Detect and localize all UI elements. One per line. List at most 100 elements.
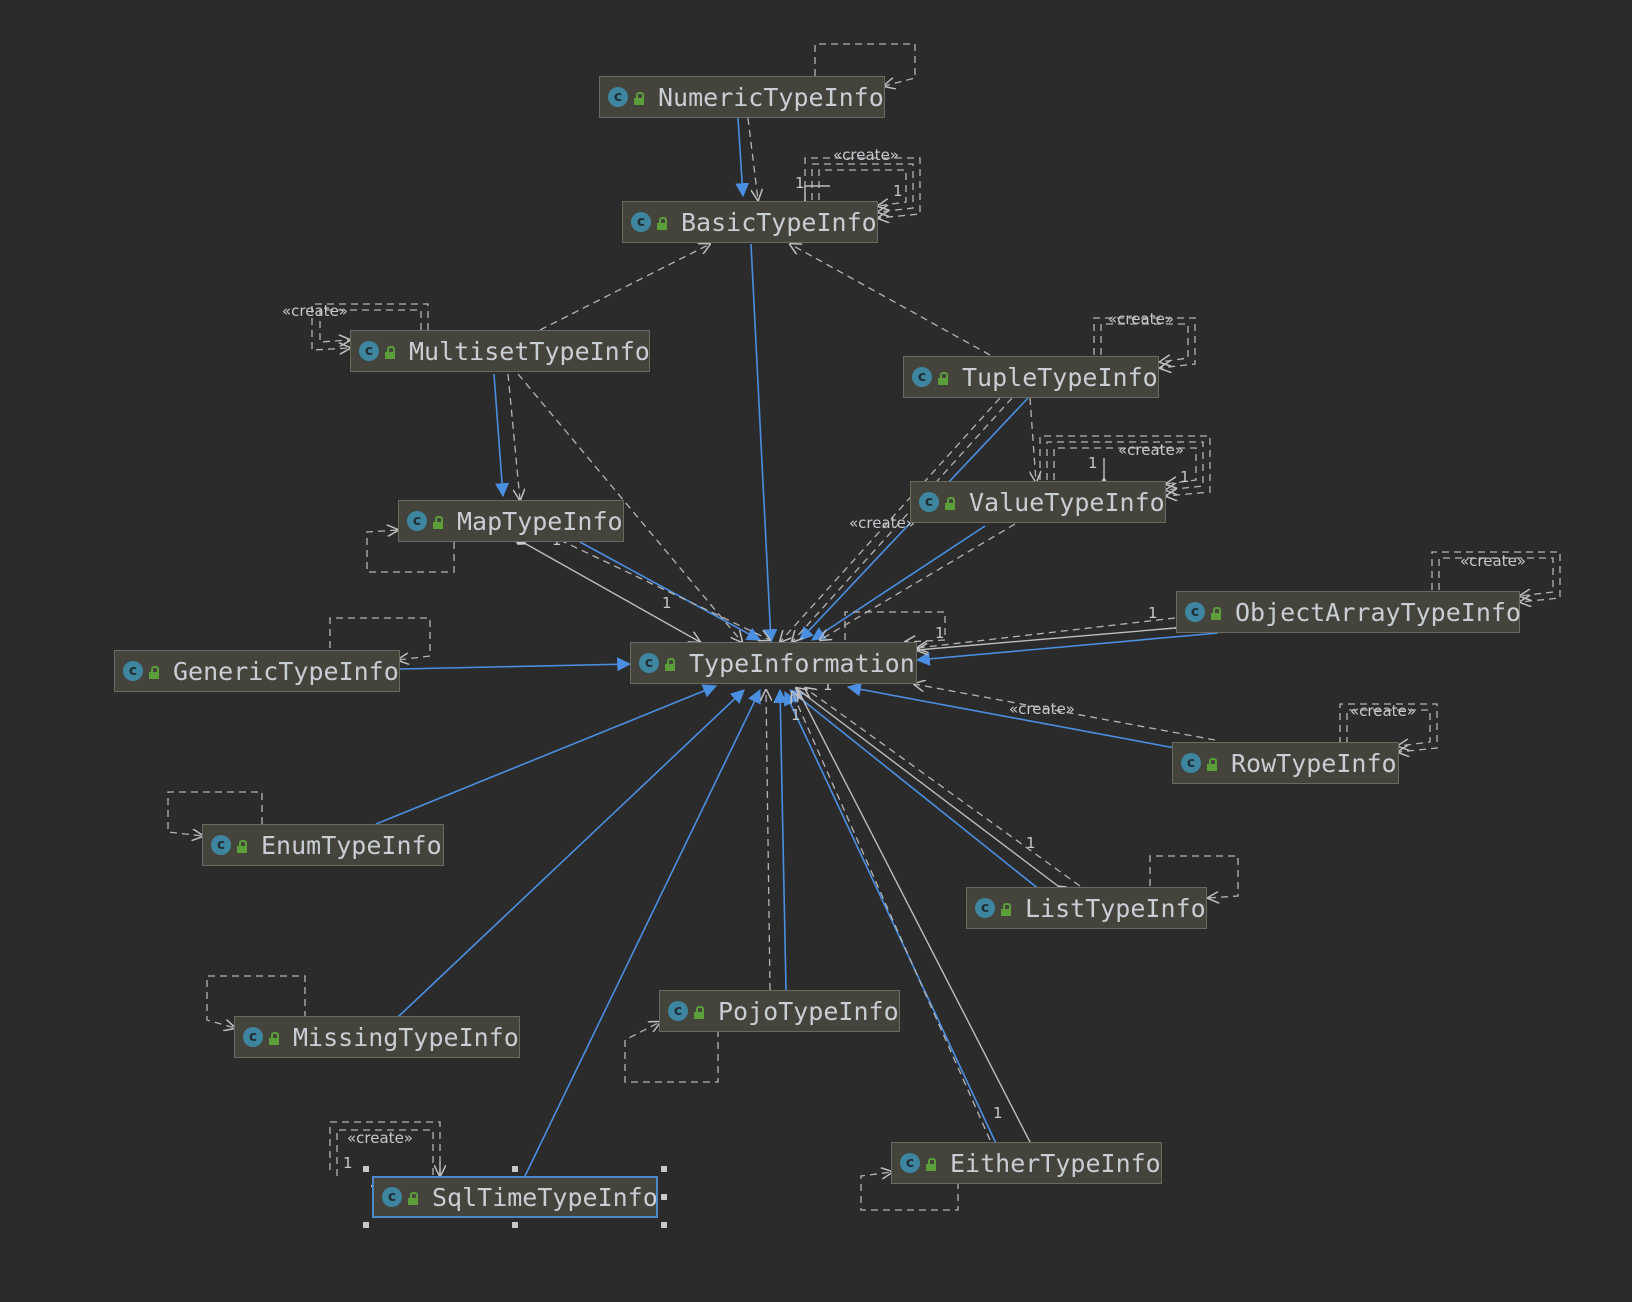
create-label-value: «create» [1118, 441, 1184, 459]
class-icon: c [631, 212, 651, 232]
class-icon: c [243, 1027, 263, 1047]
dep-either-self [860, 1172, 959, 1211]
resize-handle-top-right[interactable] [661, 1166, 667, 1172]
dep-multiset-self-a [311, 303, 429, 350]
dep-numeric-self [814, 43, 916, 86]
class-icon: c [359, 341, 379, 361]
edge-generic-typeinfo [399, 657, 632, 672]
dep-value-self-c [1053, 447, 1197, 484]
one-label-basic-a: 1 [795, 174, 805, 192]
node-label: PojoTypeInfo [718, 996, 899, 1026]
dep-tuple-self-b [1100, 323, 1189, 362]
dep-objectarray-self-b [1438, 557, 1554, 596]
edge-basic-typeinfo [750, 243, 778, 644]
node-numeric-type-info[interactable]: c NumericTypeInfo [599, 76, 885, 118]
edge-value-typeinfo [811, 525, 986, 641]
node-enum-type-info[interactable]: c EnumTypeInfo [202, 824, 444, 866]
create-label-row: «create» [1350, 702, 1416, 720]
dep-basic-self-a [804, 157, 921, 218]
class-icon: c [668, 1001, 688, 1021]
node-either-type-info[interactable]: c EitherTypeInfo [891, 1142, 1162, 1184]
edge-sqltime-typeinfo [524, 688, 761, 1177]
dep-tuple-typeinfo-b [792, 397, 1013, 642]
node-label: EnumTypeInfo [261, 830, 442, 860]
dep-value-typeinfo [820, 523, 1016, 640]
create-label-objectarray: «create» [1460, 552, 1526, 570]
node-label: ListTypeInfo [1025, 893, 1206, 923]
node-basic-type-info[interactable]: c BasicTypeInfo [622, 201, 878, 243]
node-label: RowTypeInfo [1231, 748, 1397, 778]
edge-numeric-basic [735, 117, 750, 198]
edge-pojo-typeinfo [773, 688, 788, 991]
public-lock-icon [634, 92, 644, 105]
dep-tuple-value [1030, 397, 1036, 482]
one-label-basic-b: 1 [893, 182, 903, 200]
node-row-type-info[interactable]: c RowTypeInfo [1172, 742, 1399, 784]
node-label: TupleTypeInfo [962, 362, 1158, 392]
class-icon: c [123, 661, 143, 681]
node-object-array-type-info[interactable]: c ObjectArrayTypeInfo [1176, 591, 1521, 633]
dep-objectarray-self-a [1431, 551, 1561, 602]
one-label-value-a: 1 [1088, 454, 1098, 472]
class-icon: c [900, 1153, 920, 1173]
node-multiset-type-info[interactable]: c MultisetTypeInfo [350, 330, 650, 372]
one-label-map-typeinfo: 1 [662, 594, 672, 612]
public-lock-icon [694, 1006, 704, 1019]
dep-basic-self-b [811, 163, 914, 212]
dep-row-self-a [1339, 703, 1438, 752]
public-lock-icon [237, 840, 247, 853]
resize-handle-bottom-right[interactable] [661, 1222, 667, 1228]
node-label: NumericTypeInfo [658, 82, 884, 112]
node-label: ValueTypeInfo [969, 487, 1165, 517]
dep-numeric-basic [747, 117, 758, 200]
node-label: ObjectArrayTypeInfo [1235, 597, 1521, 627]
resize-handle-top-left[interactable] [363, 1166, 369, 1172]
resize-handle-bottom-middle[interactable] [512, 1222, 518, 1228]
create-label-row-typeinfo: «create» [1009, 700, 1075, 718]
public-lock-icon [926, 1158, 936, 1171]
public-lock-icon [149, 666, 159, 679]
node-sqltime-type-info[interactable]: c SqlTimeTypeInfo [372, 1176, 658, 1218]
node-tuple-type-info[interactable]: c TupleTypeInfo [903, 356, 1159, 398]
node-label: TypeInformation [689, 648, 915, 678]
node-missing-type-info[interactable]: c MissingTypeInfo [234, 1016, 520, 1058]
resize-handle-middle-right[interactable] [661, 1194, 667, 1200]
dep-map-typeinfo [559, 539, 770, 640]
one-label-list: 1 [1026, 834, 1036, 852]
dep-basic-self-c [818, 169, 907, 206]
dep-sqltime-self-b [336, 1129, 434, 1186]
class-icon: c [382, 1187, 402, 1207]
create-label-tuple: «create» [1108, 310, 1174, 328]
resize-handle-top-middle[interactable] [512, 1166, 518, 1172]
one-label-typeinfo-right: 1 [935, 624, 945, 642]
node-generic-type-info[interactable]: c GenericTypeInfo [114, 650, 400, 692]
public-lock-icon [408, 1192, 418, 1205]
resize-handle-bottom-left[interactable] [363, 1222, 369, 1228]
class-icon: c [407, 511, 427, 531]
node-label: SqlTimeTypeInfo [432, 1182, 658, 1212]
agg-objectarray-typeinfo [917, 628, 1175, 650]
node-list-type-info[interactable]: c ListTypeInfo [966, 887, 1207, 929]
create-label-basic: «create» [833, 146, 899, 164]
one-label-sqltime: 1 [343, 1154, 353, 1172]
node-pojo-type-info[interactable]: c PojoTypeInfo [659, 990, 900, 1032]
node-label: MapTypeInfo [457, 506, 623, 536]
public-lock-icon [433, 516, 443, 529]
one-label-typeinfo-bottom-a: 1 [823, 676, 833, 694]
node-type-information[interactable]: c TypeInformation [630, 642, 917, 684]
class-icon: c [1181, 753, 1201, 773]
one-label-value-b: 1 [1180, 468, 1190, 486]
one-label-objectarray: 1 [1148, 604, 1158, 622]
dep-sqltime-self-a [329, 1121, 440, 1176]
dep-multiset-typeinfo [517, 373, 742, 642]
agg-either-typeinfo [798, 690, 1030, 1142]
public-lock-icon [269, 1032, 279, 1045]
class-icon: c [975, 898, 995, 918]
node-label: EitherTypeInfo [950, 1148, 1161, 1178]
node-value-type-info[interactable]: c ValueTypeInfo [910, 481, 1166, 523]
class-icon: c [1185, 602, 1205, 622]
class-icon: c [919, 492, 939, 512]
edge-multiset-map [493, 373, 510, 498]
node-map-type-info[interactable]: c MapTypeInfo [398, 500, 624, 542]
